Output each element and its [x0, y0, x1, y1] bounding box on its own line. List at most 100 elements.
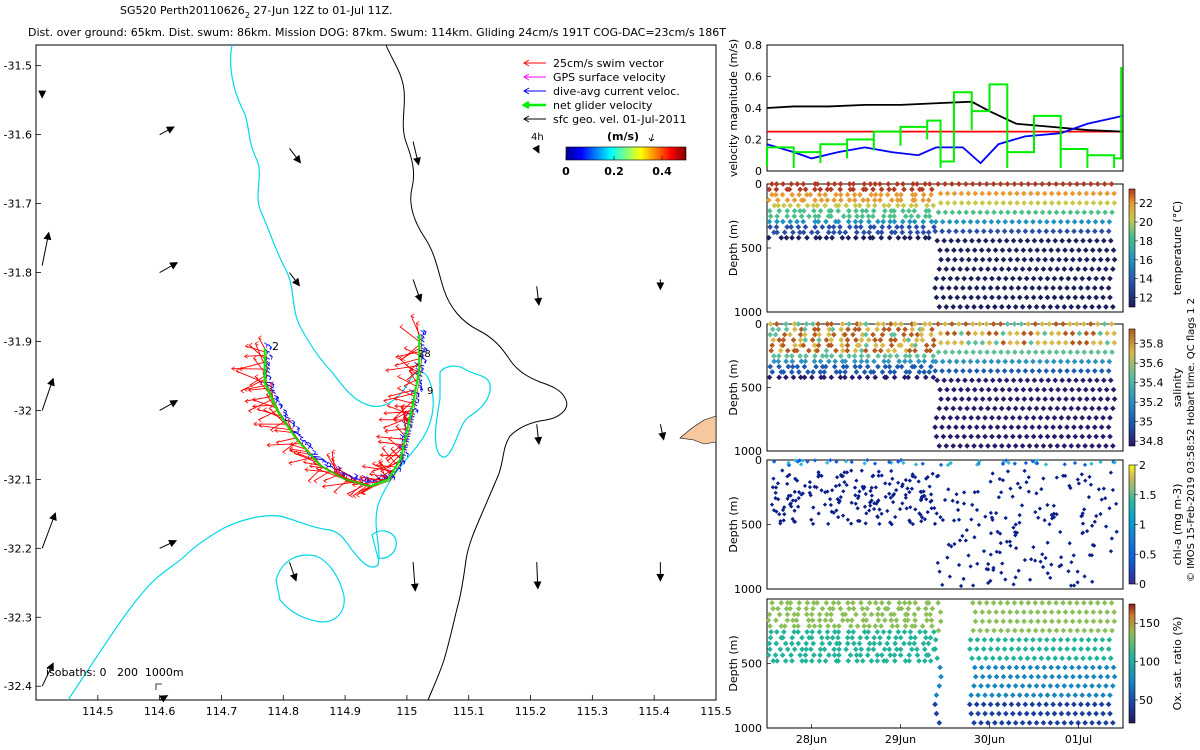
- profile-sample: [857, 634, 864, 641]
- profile-sample: [996, 237, 1003, 244]
- profile-sample: [1104, 339, 1111, 346]
- profile-sample: [797, 337, 804, 343]
- profile-sample: [870, 331, 876, 338]
- profile-sample: [967, 646, 973, 652]
- profile-sample: [891, 652, 898, 658]
- profile-sample: [1005, 683, 1012, 689]
- swim-vector-head: [244, 398, 249, 404]
- profile-sample: [958, 200, 965, 206]
- profile-sample: [998, 304, 1005, 310]
- profile-sample: [1105, 424, 1112, 430]
- profile-sample: [887, 652, 893, 658]
- profile-sample: [906, 224, 913, 230]
- chl-sample: [849, 459, 854, 465]
- dac-vector-head: [401, 459, 406, 465]
- profile-sample: [1071, 368, 1077, 374]
- profile-sample: [1007, 256, 1014, 263]
- chl-sample: [1000, 561, 1005, 566]
- profile-sample: [990, 600, 997, 606]
- profile-sample: [1064, 218, 1071, 225]
- profile-sample: [1055, 200, 1062, 206]
- profile-sample: [901, 374, 908, 381]
- profile-frame: [766, 459, 1124, 590]
- profile-sample: [968, 414, 974, 421]
- profile-sample: [1075, 266, 1081, 272]
- profile-sample: [1093, 433, 1099, 440]
- profile-sample: [837, 369, 843, 375]
- profile-sample: [803, 611, 810, 618]
- profile-sample: [781, 229, 788, 236]
- profile-sample: [942, 321, 948, 327]
- profile-sample: [790, 617, 796, 624]
- profile-sample: [893, 634, 899, 641]
- chl-sample: [935, 560, 940, 565]
- profile-sample: [1016, 433, 1023, 440]
- profile-sample: [985, 443, 991, 449]
- profile-sample: [937, 200, 944, 206]
- profile-sample: [982, 655, 989, 662]
- profile-sample: [930, 342, 937, 349]
- swim-vector: [307, 466, 324, 482]
- profile-sample: [958, 247, 964, 253]
- colorbar-pointer-icon: [648, 133, 655, 142]
- profile-sample: [1050, 368, 1057, 374]
- map-x-tick-label: 114.9: [329, 705, 361, 718]
- profile-sample: [1001, 368, 1008, 374]
- profile-sample: [1028, 673, 1035, 680]
- profile-sample: [959, 396, 965, 402]
- profile-sample: [1005, 349, 1011, 355]
- profile-sample: [1094, 237, 1100, 244]
- depth-axis-label: Depth (m): [727, 359, 740, 415]
- profile-sample: [967, 218, 974, 225]
- profile-sample: [935, 627, 942, 634]
- profile-sample: [971, 683, 977, 689]
- profile-sample: [1039, 321, 1046, 327]
- swim-vector-head: [297, 451, 302, 456]
- profile-sample: [1039, 600, 1046, 606]
- chl-sample: [885, 508, 890, 514]
- chl-sample: [834, 459, 839, 464]
- profile-sample: [910, 181, 916, 187]
- profile-sample: [1098, 646, 1105, 652]
- profile-sample: [1111, 200, 1118, 206]
- profile-sample: [1030, 218, 1036, 225]
- profile-sample: [971, 386, 978, 393]
- legend-arrow-icon: [523, 73, 530, 81]
- date-tick-label: 29Jun: [885, 733, 916, 746]
- chl-sample: [1058, 555, 1064, 560]
- map-x-tick-label: 114.8: [268, 705, 300, 718]
- profile-sample: [858, 218, 864, 225]
- profile-sample: [1062, 339, 1069, 346]
- profile-sample: [985, 386, 992, 393]
- profile-sample: [1050, 646, 1057, 652]
- chl-sample: [883, 494, 888, 500]
- chl-sample: [910, 472, 915, 477]
- profile-sample: [872, 623, 879, 629]
- profile-sample: [766, 208, 773, 214]
- dac-vector-head: [408, 389, 413, 395]
- profile-sample: [1089, 304, 1095, 310]
- profile-sample: [1009, 636, 1015, 643]
- profile-sample: [875, 321, 881, 327]
- chl-sample: [857, 489, 862, 494]
- profile-sample: [774, 197, 781, 203]
- chl-sample: [954, 492, 959, 497]
- profile-sample: [1009, 275, 1016, 282]
- chl-sample: [1005, 469, 1011, 474]
- chl-sample: [859, 468, 864, 473]
- profile-sample: [886, 363, 893, 370]
- chl-sample: [1092, 519, 1097, 524]
- profile-sample: [851, 353, 858, 359]
- chl-sample: [1036, 515, 1041, 520]
- profile-sample: [872, 191, 879, 198]
- profile-sample: [944, 386, 950, 393]
- chl-sample: [934, 511, 939, 516]
- swim-vector: [263, 409, 283, 420]
- swim-vector-head: [387, 394, 392, 399]
- swim-vector: [258, 410, 278, 421]
- chl-sample: [1023, 460, 1029, 466]
- profile-sample: [893, 191, 900, 198]
- swim-vector: [393, 399, 415, 420]
- chl-sample: [1048, 575, 1053, 581]
